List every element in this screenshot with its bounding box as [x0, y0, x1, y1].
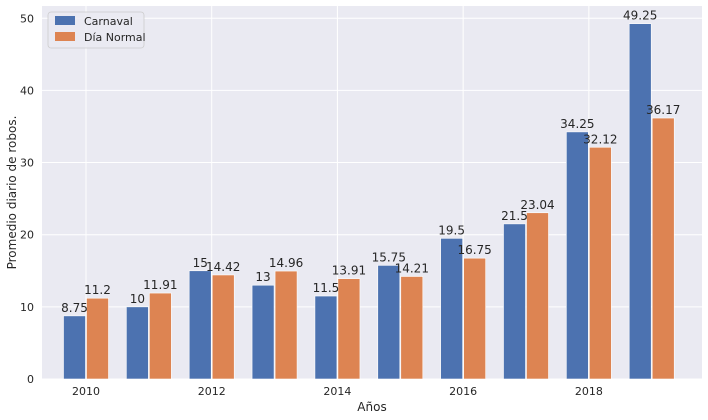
y-tick-label: 30 — [20, 157, 34, 170]
data-label: 11.91 — [143, 278, 177, 292]
data-label: 14.21 — [395, 261, 429, 275]
bar-dia-normal — [526, 212, 549, 380]
bar-carnaval — [314, 295, 338, 380]
data-label: 19.5 — [438, 223, 465, 237]
data-label: 15.75 — [372, 250, 406, 264]
bar-dia-normal — [86, 297, 109, 380]
bar-dia-normal — [211, 274, 235, 380]
y-tick-label: 10 — [20, 301, 34, 314]
data-label: 11.2 — [84, 283, 111, 297]
legend-swatch-carnaval — [55, 16, 75, 25]
data-label: 21.5 — [501, 209, 528, 223]
bar-carnaval — [251, 284, 275, 380]
bar-carnaval — [440, 238, 463, 380]
data-label: 13 — [255, 270, 270, 284]
bar-dia-normal — [337, 278, 361, 380]
ticks-layer: 0 10 20 30 40 50 2010 2012 2014 2016 2018 — [20, 12, 603, 398]
data-label: 23.04 — [520, 198, 554, 212]
data-label: 16.75 — [457, 243, 491, 257]
bar-dia-normal — [463, 257, 486, 380]
x-tick-label: 2014 — [323, 385, 351, 398]
legend-label-dia-normal: Día Normal — [84, 31, 146, 44]
data-label: 14.42 — [206, 260, 240, 274]
x-tick-label: 2012 — [198, 385, 226, 398]
y-tick-label: 40 — [20, 84, 34, 97]
x-tick-label: 2010 — [72, 385, 100, 398]
data-label: 8.75 — [61, 301, 88, 315]
bar-carnaval — [188, 270, 212, 380]
y-tick-label: 50 — [20, 12, 34, 25]
x-tick-label: 2016 — [449, 385, 477, 398]
bar-carnaval — [628, 23, 652, 380]
bar-dia-normal — [651, 117, 675, 380]
grid-layer — [42, 6, 702, 380]
data-label: 34.25 — [560, 117, 594, 131]
bar-carnaval — [63, 315, 86, 380]
bar-dia-normal — [149, 292, 172, 380]
data-label: 10 — [130, 292, 145, 306]
legend-label-carnaval: Carnaval — [84, 15, 133, 28]
data-label: 14.96 — [269, 256, 303, 270]
y-tick-label: 0 — [27, 373, 34, 386]
data-label: 13.91 — [332, 264, 366, 278]
bar-carnaval — [377, 265, 401, 380]
data-label: 11.5 — [313, 281, 340, 295]
data-label: 36.17 — [646, 103, 680, 117]
x-axis-label: Años — [357, 400, 386, 414]
data-label: 49.25 — [623, 9, 657, 23]
legend-swatch-dia-normal — [55, 32, 75, 41]
bar-carnaval — [126, 306, 149, 380]
legend: Carnaval Día Normal — [47, 11, 146, 49]
bar-carnaval — [503, 223, 526, 380]
bars-layer — [63, 23, 675, 380]
data-label: 15 — [193, 256, 208, 270]
data-label: 32.12 — [583, 132, 617, 146]
x-tick-label: 2018 — [575, 385, 603, 398]
bar-dia-normal — [400, 276, 424, 380]
y-axis-label: Promedio diario de robos. — [5, 116, 19, 270]
bar-dia-normal — [589, 146, 612, 380]
bar-dia-normal — [274, 270, 298, 380]
bar-carnaval — [566, 131, 589, 380]
y-tick-label: 20 — [20, 229, 34, 242]
